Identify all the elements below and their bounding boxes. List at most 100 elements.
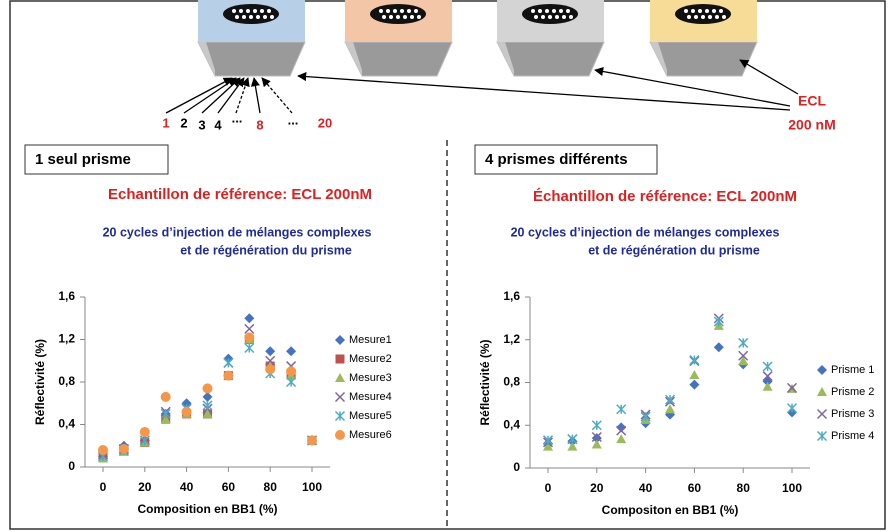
sensor-dot	[407, 9, 411, 13]
prisms	[197, 0, 758, 77]
panel-subtitle: 20 cycles d’injection de mélanges comple…	[103, 225, 372, 239]
data-point	[139, 426, 150, 437]
sensor-dot	[249, 15, 253, 19]
sensor	[675, 4, 731, 24]
panel-subtitle: et de régénération du prisme	[180, 243, 352, 257]
legend-marker	[335, 354, 345, 364]
y-tick-label: 0,4	[58, 417, 75, 431]
data-point	[616, 425, 627, 436]
panel-heading: Echantillon de référence: ECL 200nM	[108, 186, 372, 203]
ecl-conc: 200 nM	[788, 117, 835, 133]
sensor-dot	[253, 9, 257, 13]
panel-subtitle: et de régénération du prisme	[588, 243, 760, 257]
x-tick-label: 20	[590, 481, 604, 495]
data-point	[616, 404, 627, 415]
sensor-dot	[379, 9, 383, 13]
sensor-dot	[232, 9, 236, 13]
sensor-dot	[694, 15, 698, 19]
sensor-dot	[684, 9, 688, 13]
data-point	[223, 357, 234, 368]
data-point	[591, 420, 602, 431]
data-point	[244, 332, 255, 343]
data-point	[616, 422, 627, 433]
sensor-dot	[263, 15, 267, 19]
sensor-dot	[400, 9, 404, 13]
sensor-dot	[705, 9, 709, 13]
data-point	[567, 441, 578, 451]
panel-subtitle: 20 cycles d’injection de mélanges comple…	[511, 225, 780, 239]
sensor-dot	[712, 9, 716, 13]
prism-number: ...	[232, 110, 243, 125]
legend-marker	[335, 430, 345, 440]
data-point	[762, 361, 773, 372]
data-point	[160, 414, 171, 424]
data-point	[591, 433, 602, 444]
x-tick-label: 100	[782, 481, 802, 495]
legend-label: Mesure3	[349, 372, 392, 384]
sensor-dot	[719, 9, 723, 13]
data-point	[202, 408, 213, 418]
prism-side	[345, 42, 362, 76]
sensor	[370, 4, 426, 24]
prism-number: 8	[256, 117, 263, 132]
sensor-dot	[562, 15, 566, 19]
data-point	[139, 435, 150, 446]
prism-number: 20	[318, 115, 332, 130]
data-point	[202, 391, 213, 402]
data-point	[738, 356, 749, 366]
prism-side	[497, 42, 514, 76]
data-point	[738, 350, 749, 361]
y-tick-label: 0	[68, 459, 75, 473]
data-point	[786, 403, 798, 414]
y-axis-title: Réflectivité (%)	[478, 339, 492, 425]
prism-number: ...	[288, 112, 299, 127]
sensor-dot	[538, 9, 542, 13]
data-point	[244, 342, 255, 354]
sensor-dot	[559, 9, 563, 13]
legend-label: Mesure5	[349, 410, 392, 422]
sensor-dot	[382, 15, 386, 19]
prism-number: 2	[180, 115, 187, 130]
x-tick-label: 60	[688, 481, 702, 495]
sensor-dot	[256, 15, 260, 19]
data-point	[98, 445, 108, 455]
data-point	[543, 441, 553, 451]
data-point	[762, 371, 773, 382]
sensor-dot	[531, 9, 535, 13]
x-axis-title: Compositon en BB1 (%)	[602, 503, 739, 517]
sensor-dot	[235, 15, 239, 19]
panel-box	[24, 144, 169, 175]
legend-marker	[334, 410, 346, 422]
panel-label: 4 prismes différents	[485, 151, 628, 168]
y-tick-label: 1,6	[58, 289, 75, 303]
x-tick-label: 100	[302, 480, 322, 494]
sensor-dot	[701, 15, 705, 19]
panel-label: 1 seul prisme	[35, 151, 131, 168]
sensor-dot	[687, 15, 691, 19]
data-point	[202, 400, 213, 411]
sensor-dot	[555, 15, 559, 19]
x-tick-label: 40	[180, 480, 194, 494]
legend-label: Mesure1	[349, 334, 392, 346]
data-point	[689, 370, 700, 380]
sensor-dot	[246, 9, 250, 13]
sensor	[522, 4, 578, 24]
y-tick-label: 1,2	[58, 332, 75, 346]
sensor-dot	[698, 9, 702, 13]
sensor-dot	[386, 9, 390, 13]
data-point	[640, 411, 651, 422]
legend-marker	[335, 373, 345, 382]
legend-marker	[334, 391, 346, 403]
arrows	[165, 59, 799, 114]
sensor-dot	[691, 9, 695, 13]
ecl-label: ECL	[798, 93, 826, 109]
legend-label: Prisme 1	[831, 364, 874, 376]
data-point	[265, 355, 276, 366]
data-point	[713, 342, 724, 353]
sensor-dot	[239, 9, 243, 13]
sensor-dot	[552, 9, 556, 13]
prism-number: 3	[198, 117, 205, 132]
x-tick-label: 0	[100, 480, 107, 494]
data-point	[689, 379, 700, 390]
y-tick-label: 0	[513, 460, 520, 474]
